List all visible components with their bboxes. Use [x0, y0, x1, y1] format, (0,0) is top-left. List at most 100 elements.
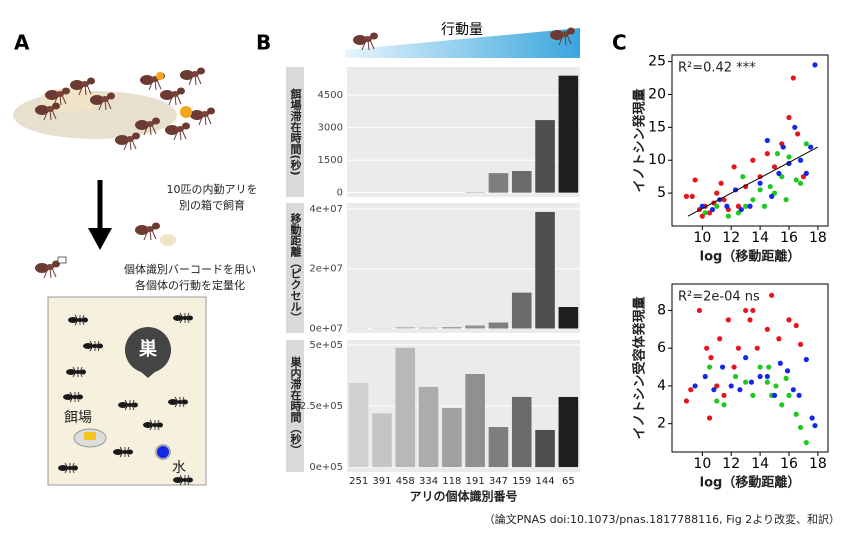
- panel-label: C: [612, 31, 627, 55]
- data-point: [714, 203, 720, 209]
- feeder-label: 餌場: [64, 409, 92, 426]
- data-point: [692, 177, 698, 183]
- y-axis-title: イノトシン発現量: [632, 88, 648, 192]
- data-point: [731, 364, 737, 370]
- x-tick-label: 347: [489, 476, 508, 487]
- x-tick-label: 191: [466, 476, 485, 487]
- bar: [418, 327, 439, 329]
- data-point: [743, 307, 749, 314]
- data-point: [808, 144, 814, 150]
- x-tick-label: 144: [536, 476, 555, 487]
- bar: [442, 407, 462, 468]
- data-point: [764, 137, 770, 144]
- data-point: [803, 356, 809, 363]
- y-axis-title: 巣内滞在時間（秒）: [289, 355, 303, 455]
- bar: [395, 327, 416, 329]
- data-point: [714, 383, 720, 389]
- x-tick-label: 12: [722, 456, 740, 472]
- step-text: 別の箱で飼育: [179, 198, 245, 212]
- data-point: [786, 154, 792, 160]
- data-point: [812, 422, 818, 429]
- data-point: [706, 415, 713, 421]
- data-point: [766, 364, 772, 370]
- panel-label: B: [256, 31, 271, 55]
- y-tick-label: 6: [657, 340, 666, 356]
- x-tick-label: 10: [693, 230, 711, 246]
- plot-frame: [671, 283, 829, 453]
- bar: [511, 396, 532, 468]
- data-point: [750, 307, 756, 314]
- bar: [465, 373, 485, 468]
- data-point: [771, 164, 778, 170]
- data-point: [750, 197, 756, 203]
- nest-label: 巣: [138, 338, 158, 360]
- panel-label: A: [14, 31, 30, 55]
- bar: [488, 322, 509, 329]
- data-point: [777, 360, 783, 366]
- data-point: [708, 355, 714, 361]
- data-point: [773, 383, 779, 389]
- x-axis-title: log（移動距離）: [700, 249, 801, 265]
- data-point: [793, 177, 799, 183]
- data-point: [738, 206, 744, 213]
- plot-frame: [671, 54, 829, 227]
- data-point: [776, 170, 782, 176]
- data-point: [740, 174, 746, 180]
- data-point: [737, 387, 743, 393]
- data-point: [796, 392, 802, 398]
- step-text: 10匹の内勤アリを: [167, 182, 258, 196]
- y-tick-label: 2e+07: [309, 264, 343, 275]
- caption: （論文PNAS doi:10.1073/pnas.1817788116, Fig…: [484, 512, 840, 526]
- y-tick-label: 4500: [318, 90, 343, 101]
- data-point: [709, 206, 716, 213]
- water-label: 水: [172, 460, 186, 476]
- data-point: [764, 151, 770, 157]
- data-point: [757, 187, 763, 193]
- data-point: [757, 180, 763, 186]
- data-point: [714, 190, 720, 196]
- x-tick-label: 458: [396, 476, 415, 487]
- y-tick-label: 10: [648, 152, 666, 168]
- data-point: [783, 375, 789, 381]
- data-point: [764, 379, 770, 385]
- data-point: [718, 180, 724, 186]
- facet-strip: [286, 340, 304, 472]
- step-text: 個体識別バーコードを用い: [124, 262, 256, 276]
- data-point: [750, 157, 756, 163]
- data-point: [776, 336, 782, 342]
- x-tick-label: 14: [751, 456, 769, 472]
- data-point: [786, 392, 792, 398]
- bar: [558, 75, 579, 193]
- y-tick-label: 5: [657, 185, 666, 201]
- bar: [535, 211, 555, 329]
- activity-wedge: [345, 28, 580, 58]
- data-point: [797, 341, 804, 348]
- data-point: [704, 345, 710, 351]
- data-point: [803, 170, 809, 176]
- data-point: [767, 183, 773, 190]
- data-point: [786, 114, 792, 121]
- y-axis-title: 移動距離（ピクセル）: [289, 212, 303, 323]
- x-tick-label: 12: [722, 230, 740, 246]
- bar: [395, 347, 416, 468]
- data-point: [725, 213, 731, 219]
- data-point: [783, 197, 789, 203]
- data-point: [774, 151, 781, 157]
- data-point: [692, 383, 698, 389]
- y-axis-title: 餌場滞在時間(秒): [289, 87, 303, 175]
- bar: [442, 327, 462, 329]
- y-tick-label: 2: [657, 416, 666, 432]
- y-tick-label: 4: [657, 378, 666, 394]
- y-tick-label: 3000: [318, 123, 343, 134]
- data-point: [702, 210, 708, 216]
- data-point: [731, 164, 737, 170]
- data-point: [719, 364, 726, 370]
- bar: [465, 325, 485, 329]
- x-tick-label: 18: [809, 230, 827, 246]
- x-tick-label: 16: [780, 230, 798, 246]
- data-point: [809, 415, 815, 421]
- bar: [535, 120, 555, 193]
- data-point: [780, 144, 786, 150]
- bar: [348, 383, 369, 468]
